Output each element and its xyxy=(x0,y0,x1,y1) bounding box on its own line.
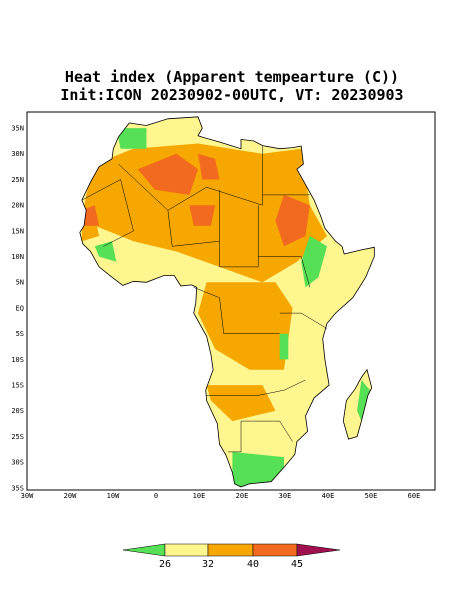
colorbar-label: 45 xyxy=(291,559,303,570)
lat-label: 35N xyxy=(11,125,24,133)
border xyxy=(258,256,311,288)
lon-label: 60E xyxy=(408,492,421,500)
cool-zone xyxy=(116,128,147,149)
lat-label: 35S xyxy=(11,484,24,492)
lat-label: 30N xyxy=(11,150,24,158)
lat-label: 20N xyxy=(11,202,24,210)
map-frame xyxy=(26,111,436,491)
lat-label: 5S xyxy=(16,330,24,338)
colorbar-bin xyxy=(164,543,209,557)
lon-label: 20W xyxy=(64,492,77,500)
border xyxy=(193,287,280,334)
hot-zone xyxy=(275,194,310,247)
colorbar-bin xyxy=(207,543,254,557)
lat-label: 25N xyxy=(11,176,24,184)
cool-zone xyxy=(232,451,284,487)
border xyxy=(279,312,328,329)
hot-zone xyxy=(189,205,216,226)
colorbar-label: 26 xyxy=(159,559,171,570)
colorbar xyxy=(122,543,341,557)
colorbar-low xyxy=(122,543,166,557)
cool-zone xyxy=(94,241,117,262)
border xyxy=(219,189,259,268)
lon-label: 30W xyxy=(21,492,34,500)
hot-zone xyxy=(137,153,198,195)
lat-label: EQ xyxy=(16,304,24,312)
lat-label: 10S xyxy=(11,356,24,364)
lat-label: 5N xyxy=(16,279,24,287)
lon-label: 50E xyxy=(365,492,378,500)
lat-label: 30S xyxy=(11,459,24,467)
coastline xyxy=(79,116,375,488)
border xyxy=(228,421,242,453)
warm-zone xyxy=(206,385,276,422)
colorbar-bin xyxy=(252,543,298,557)
cool-zone xyxy=(357,380,370,422)
lon-label: 10E xyxy=(193,492,206,500)
lat-label: 25S xyxy=(11,433,24,441)
cool-zone xyxy=(301,236,327,288)
subtitle: Init:ICON 20230902-00UTC, VT: 20230903 xyxy=(60,86,403,104)
lat-label: 15S xyxy=(11,382,24,390)
map-area xyxy=(79,116,375,488)
cool-zone xyxy=(279,333,289,360)
hot-zone xyxy=(198,153,220,180)
lon-label: 20E xyxy=(236,492,249,500)
border xyxy=(81,179,134,247)
warm-zone xyxy=(198,282,293,370)
lat-label: 10N xyxy=(11,253,24,261)
lat-label: 20S xyxy=(11,407,24,415)
colorbar-high xyxy=(296,543,341,557)
lon-label: 40E xyxy=(322,492,335,500)
border xyxy=(167,210,220,247)
heat-fields xyxy=(81,128,370,487)
lon-label: 0 xyxy=(154,492,158,500)
colorbar-label: 40 xyxy=(247,559,259,570)
border xyxy=(206,379,306,396)
border xyxy=(241,420,293,442)
lon-label: 10W xyxy=(107,492,120,500)
border xyxy=(206,146,263,206)
lat-label: 15N xyxy=(11,227,24,235)
lon-label: 30E xyxy=(279,492,292,500)
colorbar-label: 32 xyxy=(202,559,214,570)
title: Heat index (Apparent tempearture (C)) xyxy=(65,68,399,86)
